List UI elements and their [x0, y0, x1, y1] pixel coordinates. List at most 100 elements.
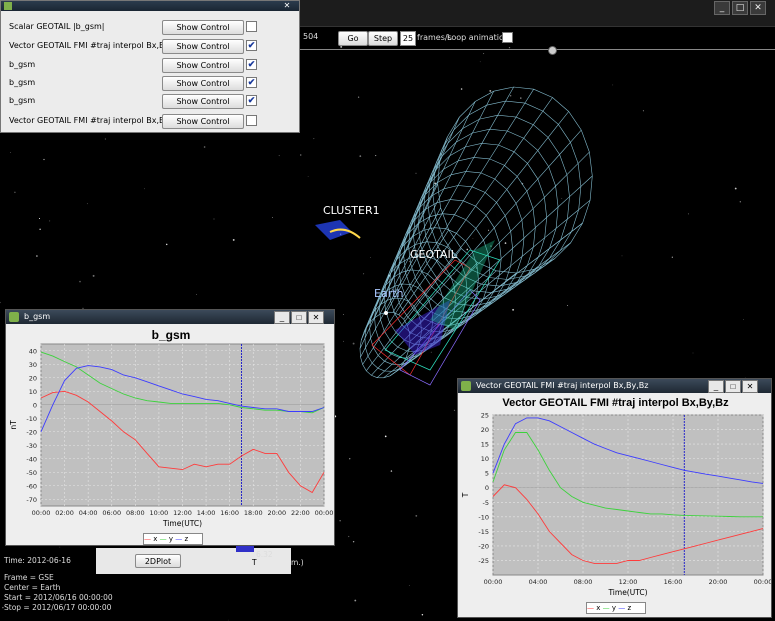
cluster-label: CLUSTER1: [323, 204, 380, 217]
control-panel-titlebar: ✕: [1, 1, 299, 11]
x-tick-label: 04:00: [79, 509, 98, 517]
y-tick-label: -30: [26, 442, 37, 450]
plot-window-titlebar: Vector GEOTAIL FMI #traj interpol Bx,By,…: [458, 379, 771, 393]
x-tick-label: 06:00: [102, 509, 121, 517]
show-control-button[interactable]: Show Control: [162, 39, 244, 54]
minimize-icon[interactable]: _: [714, 1, 730, 15]
color-scale-swatch: [236, 544, 254, 552]
y-tick-label: 30: [29, 361, 37, 369]
y-axis-label: nT: [9, 420, 18, 430]
x-tick-label: 20:00: [267, 509, 286, 517]
layer-visible-checkbox[interactable]: [246, 21, 257, 32]
maximize-icon[interactable]: □: [725, 380, 741, 393]
layer-name: b_gsm: [9, 78, 36, 87]
go-button[interactable]: Go: [338, 31, 368, 46]
y-tick-label: -25: [478, 557, 489, 565]
show-control-button[interactable]: Show Control: [162, 20, 244, 35]
y-tick-label: -10: [478, 513, 489, 521]
app-icon: [9, 312, 19, 322]
show-control-button[interactable]: Show Control: [162, 58, 244, 73]
show-control-button[interactable]: Show Control: [162, 114, 244, 129]
frame-number: 504: [303, 32, 319, 41]
layer-name: b_gsm: [9, 60, 36, 69]
chart-legend: — x — y — z: [586, 602, 646, 614]
layer-row: Vector GEOTAIL FMI #traj interpol Bx,By,…: [1, 112, 301, 130]
y-tick-label: -60: [26, 482, 37, 490]
x-tick-label: 12:00: [173, 509, 192, 517]
x-tick-label: 02:00: [55, 509, 74, 517]
fps-input[interactable]: 25: [400, 31, 416, 46]
y-tick-label: 20: [29, 374, 37, 382]
y-tick-label: 15: [481, 441, 489, 449]
maximize-icon[interactable]: □: [732, 1, 748, 15]
close-icon[interactable]: ✕: [750, 1, 766, 15]
chart-title: b_gsm: [151, 328, 191, 342]
loop-checkbox[interactable]: [502, 32, 513, 43]
x-tick-label: 18:00: [244, 509, 263, 517]
x-axis-label: Time(UTC): [607, 588, 647, 597]
layer-row: b_gsm Show Control ✔: [1, 74, 301, 92]
app-icon: [461, 381, 471, 391]
earth-marker: [384, 311, 388, 315]
time-slider-thumb[interactable]: [548, 46, 557, 55]
minimize-icon[interactable]: _: [708, 380, 724, 393]
y-tick-label: -20: [26, 428, 37, 436]
plot-button-area: [96, 548, 291, 574]
y-tick-label: -20: [478, 542, 489, 550]
y-tick-label: -15: [478, 528, 489, 536]
fps-label: frames/s: [417, 33, 452, 42]
y-tick-label: -50: [26, 469, 37, 477]
window-title: b_gsm: [24, 312, 51, 321]
control-panel-window: ✕ Scalar GEOTAIL |b_gsm| Show Control Ve…: [0, 0, 300, 133]
series-line-y: [40, 351, 325, 414]
x-tick-label: 20:00: [709, 578, 728, 586]
y-tick-label: 10: [481, 455, 489, 463]
info-panel: 2DPlot 6.32 T m.) Time: 2012-06-16 Frame…: [4, 544, 304, 618]
minimize-icon[interactable]: _: [274, 311, 290, 324]
y-tick-label: 5: [485, 470, 489, 478]
chart-legend: — x — y — z: [143, 533, 203, 545]
x-tick-label: 16:00: [664, 578, 683, 586]
layer-visible-checkbox[interactable]: [246, 115, 257, 126]
close-icon[interactable]: ✕: [742, 380, 758, 393]
legend-x: x: [153, 535, 158, 543]
layer-name: Scalar GEOTAIL |b_gsm|: [9, 22, 105, 31]
legend-z: z: [627, 604, 632, 612]
layer-visible-checkbox[interactable]: ✔: [246, 95, 257, 106]
2dplot-button[interactable]: 2DPlot: [135, 554, 181, 568]
series-line-x: [492, 484, 764, 564]
x-tick-label: 22:00: [291, 509, 310, 517]
y-tick-label: -70: [26, 496, 37, 504]
magnetopause-wireframe: [359, 86, 593, 379]
x-tick-label: 14:00: [197, 509, 216, 517]
time-slider-track[interactable]: [300, 49, 775, 50]
show-control-button[interactable]: Show Control: [162, 76, 244, 91]
show-control-button[interactable]: Show Control: [162, 94, 244, 109]
start-time: Start = 2012/06/16 00:00:00: [4, 593, 113, 602]
x-tick-label: 00:00: [754, 578, 771, 586]
x-tick-label: 12:00: [619, 578, 638, 586]
layer-name: Vector GEOTAIL FMI #traj interpol Bx,By,…: [9, 41, 182, 50]
layer-row: Vector GEOTAIL FMI #traj interpol Bx,By,…: [1, 37, 301, 55]
legend-z: z: [184, 535, 189, 543]
x-tick-label: 00:00: [315, 509, 334, 517]
maximize-icon[interactable]: □: [291, 311, 307, 324]
series-line-x: [40, 390, 325, 494]
x-tick-label: 16:00: [220, 509, 239, 517]
center-info: Center = Earth: [4, 583, 61, 592]
layer-visible-checkbox[interactable]: ✔: [246, 59, 257, 70]
geotail-label: GEOTAIL: [410, 248, 457, 261]
layer-visible-checkbox[interactable]: ✔: [246, 77, 257, 88]
cluster-trajectory-vectors: [315, 220, 361, 240]
layer-visible-checkbox[interactable]: ✔: [246, 40, 257, 51]
frame-info: Frame = GSE: [4, 573, 54, 582]
step-button[interactable]: Step: [368, 31, 398, 46]
layer-row: Scalar GEOTAIL |b_gsm| Show Control: [1, 18, 301, 36]
legend-x: x: [596, 604, 601, 612]
close-icon[interactable]: ✕: [283, 1, 291, 10]
x-axis-label: Time(UTC): [162, 519, 202, 528]
earth-label: Earth: [374, 287, 404, 300]
close-icon[interactable]: ✕: [308, 311, 324, 324]
series-line-z: [40, 365, 325, 432]
